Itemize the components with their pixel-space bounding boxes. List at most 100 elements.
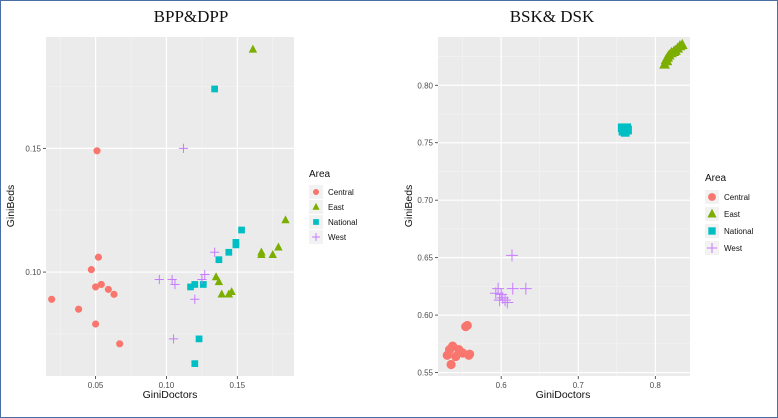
legend-marker-east (707, 208, 717, 218)
legend-marker-central (708, 193, 716, 201)
y-tick-label: 0.15 (25, 144, 41, 153)
point-national (211, 85, 218, 93)
x-axis: 0.05 0.10 0.15 (88, 376, 246, 390)
point-central (442, 350, 452, 360)
point-west (492, 282, 505, 295)
y-axis: 0.55 0.60 0.65 0.70 0.75 0.80 (417, 81, 438, 378)
y-tick-label: 0.55 (417, 369, 433, 378)
plot-panel (46, 37, 294, 376)
point-west (496, 291, 509, 304)
x-tick-label: 0.8 (650, 381, 662, 390)
legend-marker-west (312, 233, 320, 241)
legend-marker-east (312, 202, 320, 210)
y-axis-title: GiniBeds (5, 185, 17, 228)
point-central (465, 349, 475, 359)
point-west (519, 282, 532, 295)
point-east (268, 249, 277, 258)
legend-title: Area (309, 169, 331, 180)
point-central (446, 359, 456, 370)
point-east (217, 289, 226, 298)
legend-label-west: West (724, 244, 743, 253)
point-east (211, 272, 221, 281)
point-west (506, 249, 518, 262)
point-west (170, 279, 180, 290)
legend-marker-national (708, 227, 716, 235)
legend: Area Central East National West (705, 173, 754, 255)
x-tick-label: 0.10 (159, 381, 175, 390)
legend-label-east: East (328, 203, 345, 212)
x-tick-label: 0.7 (573, 381, 585, 390)
x-tick-label: 0.6 (496, 381, 508, 390)
chart-title: BPP&DPP (154, 7, 229, 26)
x-tick-label: 0.05 (88, 381, 104, 390)
point-national (225, 248, 233, 256)
data-points (48, 44, 290, 367)
y-axis-title: GiniBeds (403, 185, 415, 228)
point-central (110, 290, 118, 298)
y-tick-label: 0.70 (417, 196, 433, 205)
gridlines (46, 37, 294, 376)
point-east (248, 44, 258, 53)
point-national (232, 241, 240, 249)
point-west (197, 274, 207, 285)
legend-label-central: Central (724, 193, 750, 202)
legend-marker-national (313, 219, 319, 225)
point-east (281, 215, 290, 224)
gridlines (438, 37, 690, 376)
point-west (154, 274, 164, 285)
y-tick-label: 0.10 (25, 268, 41, 277)
point-central (75, 305, 83, 313)
point-central (93, 147, 101, 155)
chart-bsk-dsk: BSK& DSK 0.55 0.60 0.65 0.70 0.75 0.80 0.6 0.7… (403, 7, 754, 401)
legend: Area Central East National West (309, 169, 358, 244)
point-national (191, 360, 199, 367)
point-central (104, 285, 112, 293)
point-national (187, 283, 194, 291)
point-west (506, 282, 519, 295)
point-central (92, 283, 100, 291)
point-east (214, 277, 224, 286)
y-tick-label: 0.75 (417, 139, 433, 148)
legend-marker-central (312, 188, 320, 196)
point-central (97, 280, 105, 289)
point-central (451, 351, 461, 362)
plot-panel (438, 37, 690, 376)
point-central (87, 266, 95, 274)
legend-marker-west (706, 242, 718, 254)
point-central (48, 295, 56, 303)
point-east (274, 242, 283, 251)
x-axis-title: GiniDoctors (143, 389, 198, 401)
point-west (501, 296, 514, 309)
point-east (257, 249, 266, 258)
point-national (215, 256, 223, 264)
legend-label-central: Central (328, 188, 354, 197)
chart-bpp-dpp: BPP&DPP 0.10 0.15 0.05 0.10 0.15 GiniDoctor… (5, 7, 358, 401)
legend-label-east: East (724, 210, 741, 219)
x-axis: 0.6 0.7 0.8 (496, 376, 662, 390)
data-points (442, 38, 688, 370)
point-west (200, 269, 210, 280)
y-tick-label: 0.65 (417, 254, 433, 263)
x-axis-title: GiniDoctors (536, 389, 591, 401)
legend-title: Area (705, 173, 727, 184)
point-east (676, 38, 688, 50)
chart-title: BSK& DSK (510, 7, 595, 26)
point-west (190, 294, 200, 304)
y-tick-label: 0.80 (417, 81, 433, 90)
legend-label-national: National (328, 218, 358, 227)
point-national (191, 281, 199, 288)
legend-label-west: West (328, 233, 347, 242)
point-national (619, 124, 629, 134)
point-central (92, 320, 100, 328)
point-west (210, 247, 220, 257)
point-national (199, 281, 207, 288)
point-west (178, 143, 189, 153)
point-central (94, 253, 103, 261)
point-central (116, 340, 124, 348)
y-axis: 0.10 0.15 (25, 144, 46, 277)
point-national (238, 226, 245, 234)
point-west (167, 274, 177, 285)
point-east (224, 289, 234, 298)
point-west (168, 334, 179, 344)
